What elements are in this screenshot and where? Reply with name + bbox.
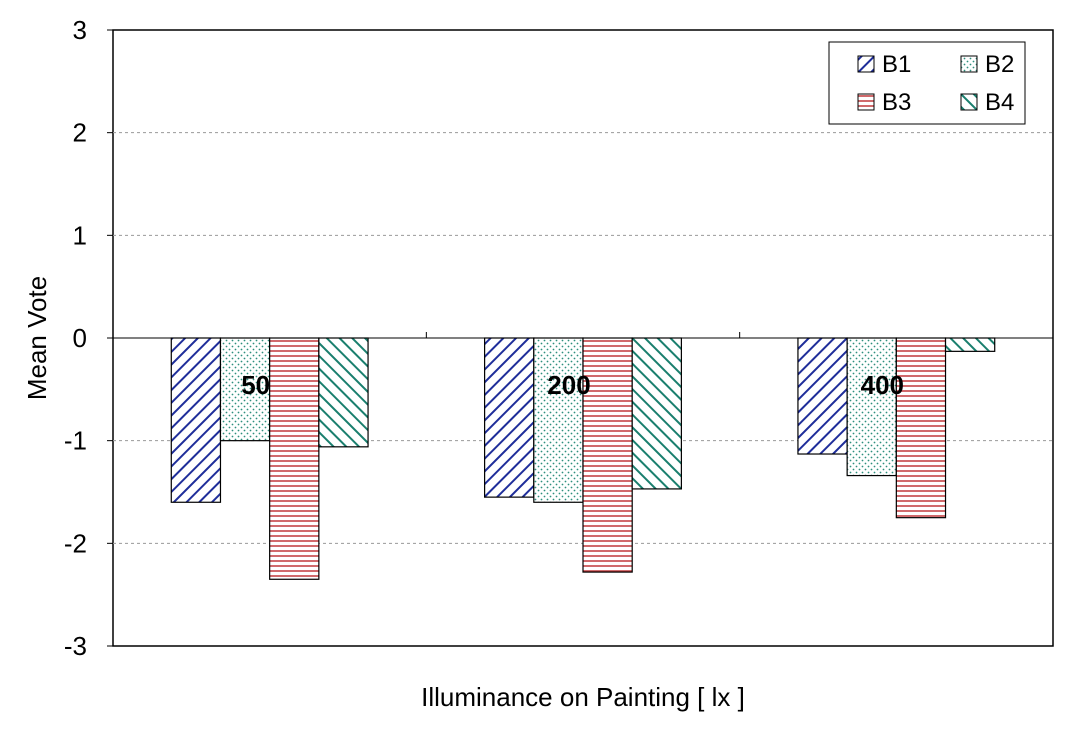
- bar-b4-200: [631, 337, 682, 490]
- legend-label-b2: B2: [985, 51, 1014, 78]
- legend-label-b1: B1: [882, 51, 911, 78]
- legend-label-b4: B4: [985, 89, 1014, 116]
- bar-b3-400: [895, 337, 947, 519]
- bars: [170, 337, 996, 580]
- bar-b1-400: [797, 337, 848, 455]
- legend-label-b3: B3: [882, 89, 911, 116]
- y-tick-label: -2: [64, 528, 87, 558]
- y-tick-label: -3: [64, 631, 87, 661]
- bar-b4-50: [318, 337, 369, 448]
- y-tick-label: -1: [64, 426, 87, 456]
- legend: B1 B2 B3 B4: [828, 41, 1026, 125]
- category-label: 400: [861, 370, 904, 400]
- y-axis: 3 2 1 0 -1 -2 -3: [64, 15, 113, 661]
- y-axis-title: Mean Vote: [22, 276, 52, 400]
- x-axis-title: Illuminance on Painting [ lx ]: [421, 682, 745, 712]
- y-tick-label: 2: [73, 118, 87, 148]
- legend-swatch-b1: [857, 55, 875, 73]
- bar-b3-200: [582, 337, 633, 573]
- category-labels: 50 200 400: [241, 370, 904, 400]
- x-axis-ticks: [425, 332, 741, 338]
- category-label: 50: [241, 370, 270, 400]
- bar-b1-200: [484, 337, 535, 498]
- bar-b2-200: [533, 337, 584, 503]
- y-tick-label: 3: [73, 15, 87, 45]
- bar-b4-400: [944, 337, 996, 352]
- legend-swatch-b4: [960, 93, 978, 111]
- category-label: 200: [547, 370, 590, 400]
- legend-swatch-b3: [857, 93, 875, 111]
- bar-b2-400: [846, 337, 897, 477]
- bar-b3-50: [269, 337, 320, 580]
- y-tick-label: 1: [73, 220, 87, 250]
- y-tick-label: 0: [73, 323, 87, 353]
- bar-b1-50: [170, 337, 222, 503]
- legend-swatch-b2: [960, 55, 978, 73]
